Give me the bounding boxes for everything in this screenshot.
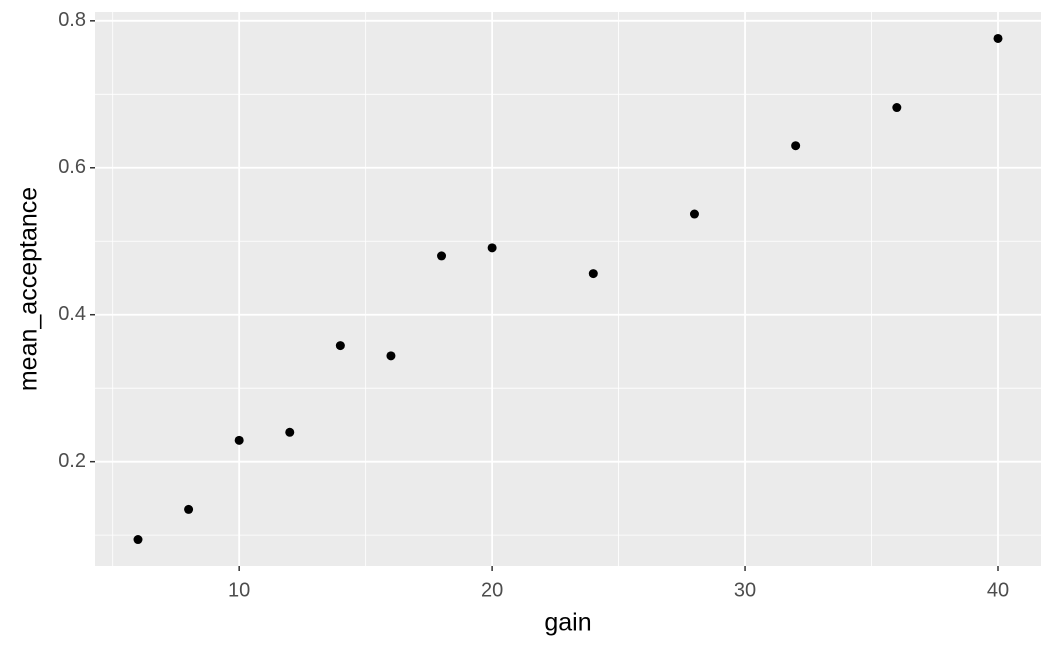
- y-tick-label: 0.4: [58, 303, 86, 325]
- y-tick-label: 0.6: [58, 156, 86, 178]
- y-tick-label: 0.2: [58, 450, 86, 472]
- point: [437, 251, 447, 261]
- point: [386, 351, 396, 361]
- x-tick-label: 10: [228, 579, 250, 601]
- point: [234, 435, 244, 445]
- point: [487, 243, 497, 253]
- point: [892, 103, 902, 113]
- x-tick-label: 40: [987, 579, 1009, 601]
- y-tick-label: 0.8: [58, 9, 86, 31]
- panel-background: [95, 12, 1041, 566]
- point: [133, 535, 143, 545]
- x-tick-label: 30: [734, 579, 756, 601]
- x-axis-title: gain: [544, 609, 591, 637]
- point: [335, 341, 345, 351]
- point: [993, 33, 1003, 43]
- point: [791, 141, 801, 151]
- x-tick-label: 20: [481, 579, 503, 601]
- point: [285, 427, 295, 437]
- point: [588, 269, 598, 279]
- point: [184, 504, 194, 514]
- point: [689, 209, 699, 219]
- y-axis-title: mean_acceptance: [15, 187, 43, 391]
